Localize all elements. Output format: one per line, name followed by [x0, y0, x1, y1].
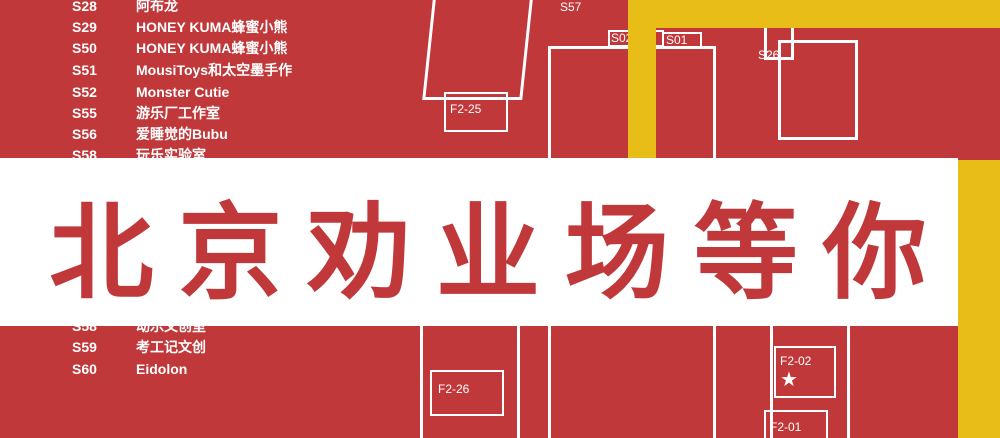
stall-code: S29 — [72, 19, 97, 35]
headline-char: 等 — [693, 192, 798, 314]
stall-code: S51 — [72, 62, 97, 78]
headline-char: 你 — [822, 192, 927, 314]
list-item: S51 MousiToys和太空墨手作 — [0, 60, 420, 81]
booth-f2-26-box — [430, 370, 504, 416]
stall-code: S55 — [72, 105, 97, 121]
list-item: S55 游乐厂工作室 — [0, 103, 420, 124]
booth-f2-01-box — [764, 410, 828, 438]
stall-label-s02: S02 — [611, 31, 633, 45]
yellow-frame-right — [958, 160, 1000, 438]
yellow-frame-top — [628, 0, 1000, 28]
yellow-frame-left — [628, 0, 656, 160]
booth-label-f2-01: F2-01 — [770, 420, 802, 434]
headline-char: 场 — [564, 192, 669, 314]
headline-char: 京 — [178, 192, 283, 314]
list-item: S29 HONEY KUMA蜂蜜小熊 — [0, 17, 420, 38]
list-item: S56 爱睡觉的Bubu — [0, 124, 420, 145]
booth-label-f2-26: F2-26 — [438, 382, 470, 396]
headline-char: 北 — [49, 192, 154, 314]
star-icon: ★ — [780, 369, 798, 391]
stall-box-s01 — [662, 32, 702, 49]
stall-code: S56 — [72, 126, 97, 142]
stall-code: S60 — [72, 361, 97, 377]
map-wall-lower-center — [548, 318, 716, 438]
stall-name: Eidolon — [136, 361, 188, 377]
booth-f2-02-box — [774, 346, 836, 398]
stall-name: Monster Cutie — [136, 84, 230, 100]
stall-name: 游乐厂工作室 — [136, 105, 220, 121]
stall-label-s01: S01 — [666, 33, 688, 47]
stall-name: 爱睡觉的Bubu — [136, 126, 228, 142]
stall-name: 阿布龙 — [136, 0, 178, 14]
headline-char: 劝 — [307, 192, 412, 314]
stall-name: HONEY KUMA蜂蜜小熊 — [136, 40, 288, 56]
stall-name: MousiToys和太空墨手作 — [136, 62, 293, 78]
stall-code: S59 — [72, 339, 97, 355]
headline-banner — [0, 158, 958, 326]
list-item: S52 Monster Cutie — [0, 82, 420, 103]
stall-code: S52 — [72, 84, 97, 100]
map-wall-upper-left — [422, 0, 534, 100]
headline-char: 业 — [436, 192, 541, 314]
stall-name: HONEY KUMA蜂蜜小熊 — [136, 19, 288, 35]
list-item: S59 考工记文创 — [0, 337, 420, 358]
list-item: S50 HONEY KUMA蜂蜜小熊 — [0, 38, 420, 59]
booth-label-f2-25: F2-25 — [450, 102, 482, 116]
booth-f2-25-box — [444, 92, 508, 132]
stall-code: S50 — [72, 40, 97, 56]
stall-code: S28 — [72, 0, 97, 14]
map-wall-right-block — [778, 40, 858, 140]
stall-label-s26: S26 — [758, 48, 780, 62]
headline: 北 京 劝 业 场 等 你 — [38, 198, 938, 308]
list-item: S28 阿布龙 — [0, 0, 420, 17]
list-item: S60 Eidolon — [0, 359, 420, 380]
stall-name: 考工记文创 — [136, 339, 206, 355]
booth-label-f2-02: F2-02 — [780, 354, 812, 368]
stall-label-s57: S57 — [560, 0, 582, 14]
